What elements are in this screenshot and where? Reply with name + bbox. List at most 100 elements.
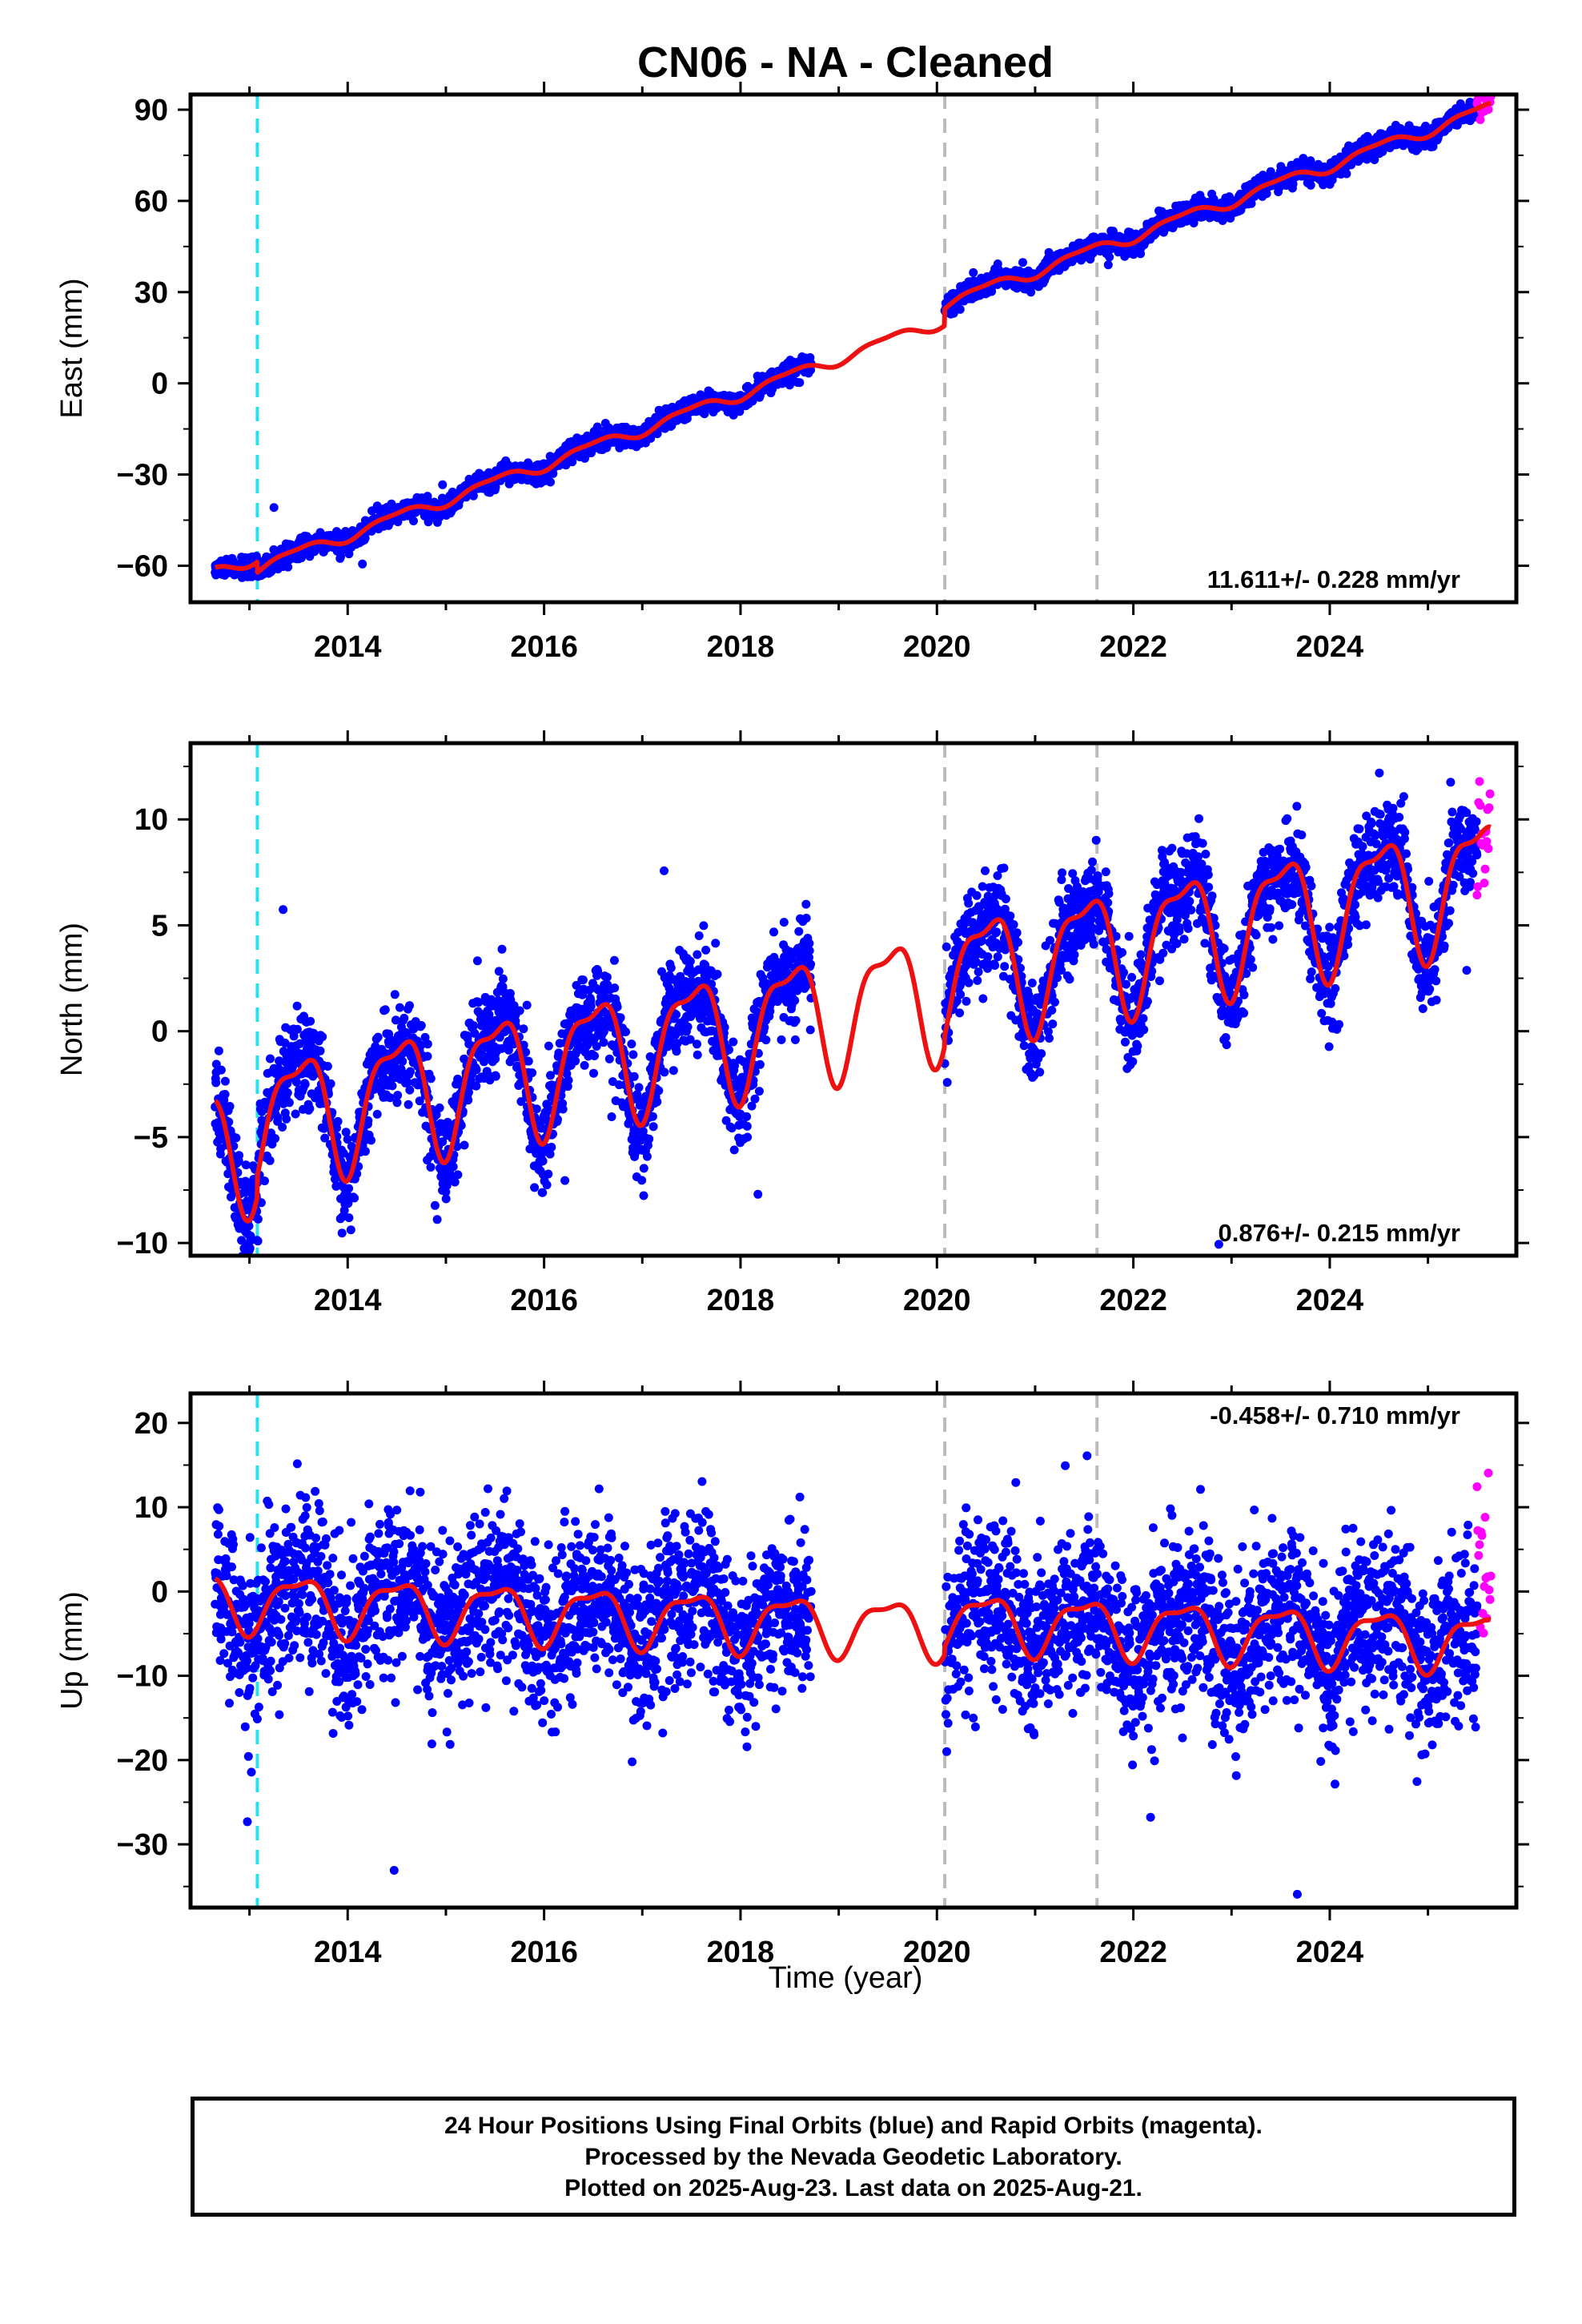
rapid-point [1485, 78, 1494, 87]
data-point [344, 1184, 354, 1193]
data-point [538, 1156, 548, 1166]
data-point [1342, 169, 1351, 179]
velocity-rate-label: 11.611+/- 0.228 mm/yr [1207, 565, 1460, 593]
data-point [524, 1056, 533, 1066]
data-point [795, 378, 805, 388]
data-point [460, 1140, 469, 1150]
data-point [544, 1169, 553, 1179]
data-point [291, 1077, 301, 1087]
data-point [300, 1080, 310, 1089]
data-point [346, 1225, 355, 1235]
data-point [333, 1116, 343, 1126]
data-point [225, 1102, 235, 1111]
data-point [284, 1098, 294, 1108]
data-point [472, 956, 482, 966]
y-tick-label: 90 [135, 94, 168, 127]
data-point [265, 1156, 275, 1165]
chart-title: CN06 - NA - Cleaned [637, 38, 1054, 86]
y-tick-label: 30 [135, 276, 168, 310]
data-point [344, 549, 354, 559]
data-point [1105, 252, 1114, 262]
x-tick-label: 2022 [1099, 630, 1167, 664]
data-point [380, 1005, 390, 1015]
data-point [220, 1076, 230, 1086]
data-point [344, 1213, 354, 1223]
data-point [441, 1194, 451, 1204]
data-point [273, 1112, 283, 1122]
data-point [318, 1032, 327, 1042]
data-point [360, 533, 370, 543]
data-point [235, 1151, 244, 1160]
final-points [211, 768, 1482, 1256]
x-tick-label: 2024 [1296, 630, 1364, 664]
x-tick-label: 2016 [510, 630, 578, 664]
y-tick-label: −60 [117, 549, 168, 583]
data-point [409, 517, 418, 525]
data-point [590, 1051, 599, 1060]
data-point [358, 559, 367, 569]
data-point [220, 1090, 230, 1099]
data-point [560, 1176, 570, 1185]
data-point [955, 304, 965, 314]
data-point [283, 1088, 292, 1098]
data-point [405, 1085, 415, 1095]
data-point [538, 1188, 548, 1197]
y-tick-label: 0 [151, 368, 168, 401]
y-tick-label: 60 [135, 185, 168, 219]
data-point [326, 1079, 335, 1088]
data-point [453, 1170, 463, 1180]
data-point [969, 267, 978, 277]
data-point [494, 967, 504, 976]
data-point [558, 1104, 568, 1114]
data-point [544, 1041, 553, 1051]
data-point [282, 1114, 291, 1124]
data-point [211, 1078, 221, 1088]
data-point [546, 477, 555, 487]
y-tick-label: −30 [117, 459, 168, 493]
data-point [1026, 287, 1036, 297]
data-point [435, 1103, 444, 1112]
data-point [279, 905, 288, 915]
data-point [498, 974, 508, 983]
data-point [400, 1013, 409, 1023]
data-point [292, 1024, 302, 1034]
data-point [522, 1000, 532, 1010]
data-point [406, 1067, 415, 1076]
data-point [568, 457, 577, 467]
data-point [469, 1021, 479, 1031]
data-point [404, 1100, 413, 1109]
data-point [266, 1054, 275, 1063]
data-point [423, 1039, 432, 1049]
data-point [395, 1003, 404, 1012]
data-point [214, 1046, 223, 1055]
data-point [497, 944, 507, 954]
data-point [564, 1076, 573, 1085]
data-point [291, 1109, 300, 1119]
data-point [530, 1183, 540, 1192]
data-point [253, 1214, 263, 1224]
data-point [448, 1162, 458, 1172]
data-point [464, 1096, 473, 1105]
data-point [589, 1068, 598, 1078]
data-point [1306, 180, 1315, 190]
data-point [592, 422, 602, 432]
data-point [438, 480, 448, 489]
data-point [231, 1133, 241, 1143]
x-tick-label: 2020 [903, 630, 971, 664]
data-point [367, 1136, 375, 1145]
data-point [278, 1123, 287, 1132]
data-point [423, 1051, 432, 1061]
data-point [271, 1134, 280, 1144]
data-point [398, 1056, 408, 1066]
data-point [387, 1081, 397, 1091]
data-point [260, 1176, 269, 1186]
data-point [426, 1163, 436, 1172]
x-tick-label: 2014 [314, 630, 382, 664]
data-point [491, 1072, 500, 1081]
data-point [586, 1002, 596, 1011]
data-point [548, 468, 558, 478]
data-point [519, 1024, 528, 1034]
